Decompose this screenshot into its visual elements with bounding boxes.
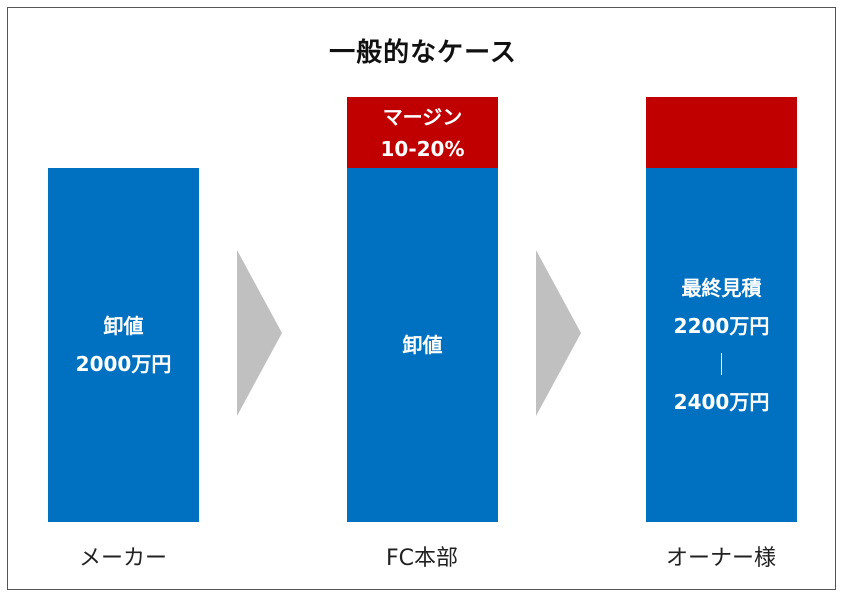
fc-margin-value: 10-20% [380, 136, 465, 161]
maker-price-label: 卸値 [103, 314, 144, 338]
flow-arrow-icon [237, 250, 282, 416]
owner-caption: オーナー様 [665, 546, 776, 571]
fc-margin-block: マージン 10-20% [347, 97, 498, 168]
fc-caption: FC本部 [385, 546, 459, 571]
fc-price-label: 卸値 [402, 333, 443, 357]
flow-arrow-icon [536, 250, 581, 416]
fc-margin-label: マージン [382, 104, 463, 129]
owner-estimate-high: 2400万円 [673, 390, 770, 414]
owner-price-block: 最終見積 2200万円 2400万円 [646, 168, 797, 522]
owner-margin-block [646, 97, 797, 168]
range-separator [721, 353, 722, 375]
owner-estimate-low: 2200万円 [673, 314, 770, 338]
maker-caption: メーカー [78, 546, 167, 571]
diagram-title: 一般的なケース [329, 38, 517, 68]
owner-estimate-label: 最終見積 [681, 276, 762, 300]
fc-price-block: 卸値 [347, 168, 498, 522]
maker-price-value: 2000万円 [75, 352, 172, 376]
maker-price-block: 卸値 2000万円 [48, 168, 199, 522]
